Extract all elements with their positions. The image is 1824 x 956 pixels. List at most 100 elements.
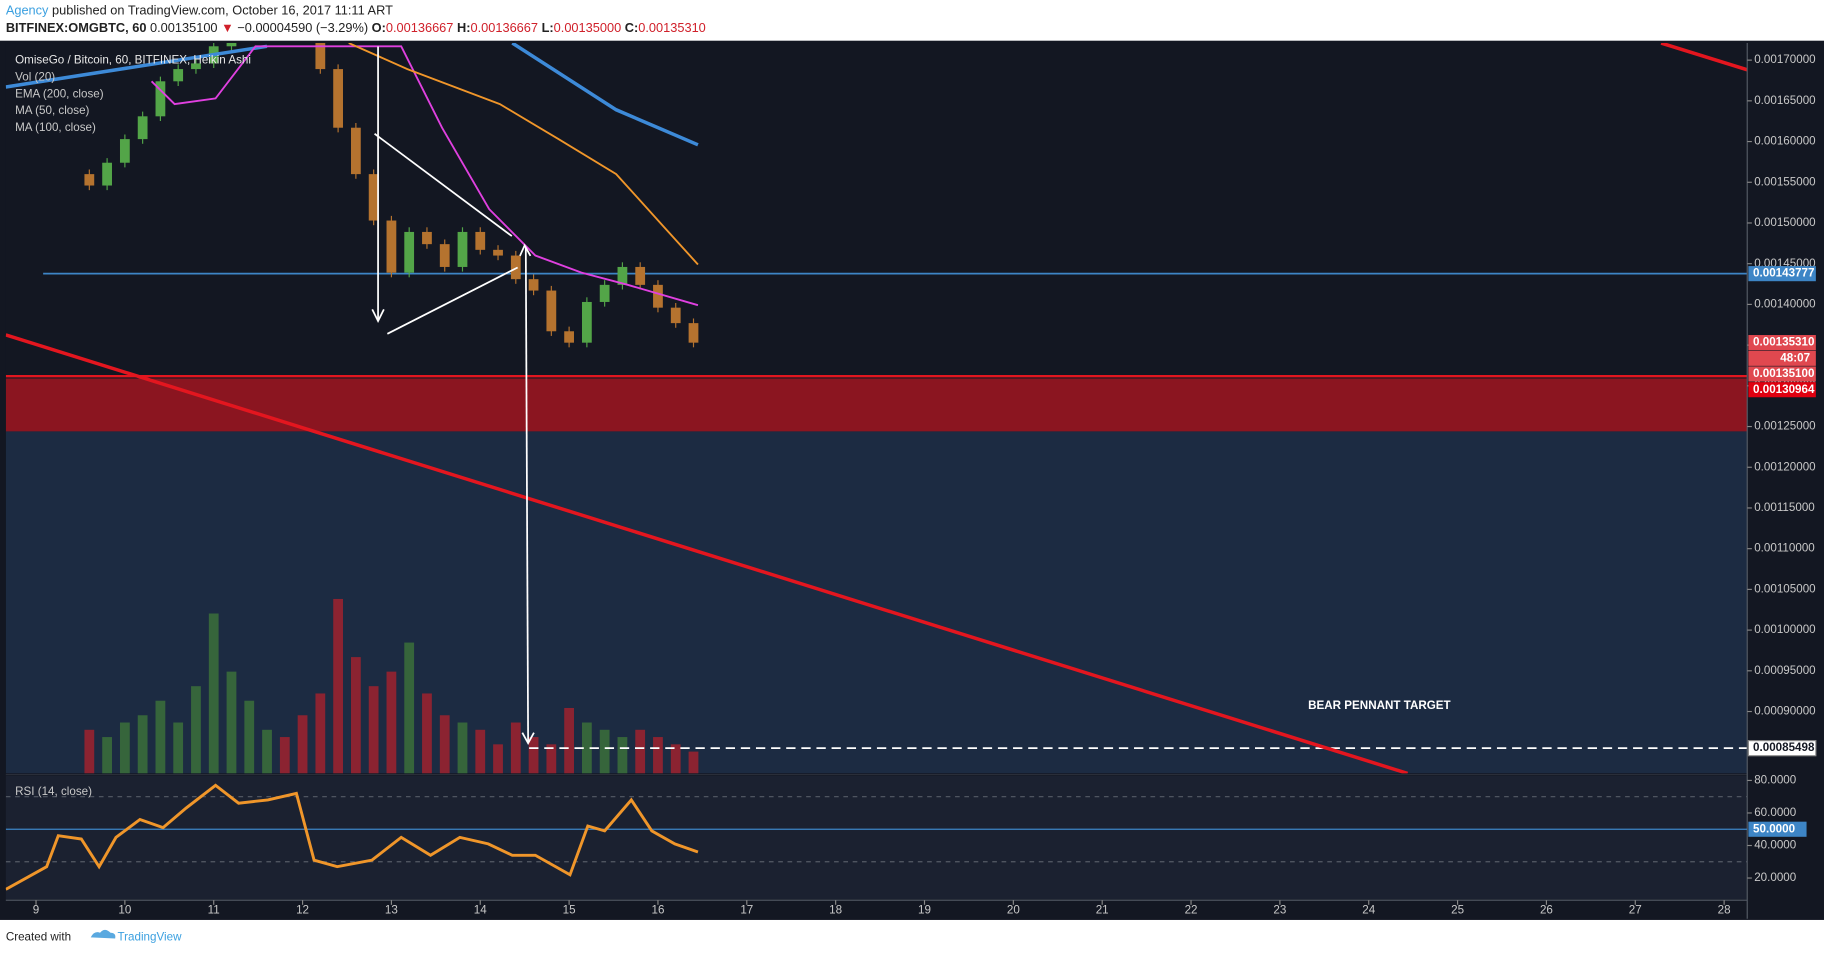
y-tick-label: 0.00090000 <box>1754 705 1816 718</box>
price-label: 0.00135100 <box>1753 367 1814 380</box>
price-label-box <box>1748 266 1816 282</box>
candle-body <box>599 284 610 302</box>
arrow-head <box>519 243 532 257</box>
volume-bar <box>102 737 112 774</box>
price-label: 0.00085498 <box>1753 741 1815 754</box>
volume-bar <box>510 722 521 774</box>
y-tick-label: 0.00160000 <box>1754 135 1816 148</box>
o-value: 0.00136667 <box>386 20 454 35</box>
candle-body <box>137 116 148 140</box>
midline-label-box <box>1748 821 1807 837</box>
y-tick-label: 0.00165000 <box>1754 94 1816 107</box>
candle-body <box>422 231 432 245</box>
candle-body <box>688 323 699 343</box>
candle-body <box>510 255 521 280</box>
volume-bar <box>386 671 397 774</box>
rsi-pane-background <box>5 775 1748 900</box>
x-tick-label: 15 <box>563 904 576 917</box>
trend-line <box>5 333 1409 774</box>
moving-average <box>150 45 699 307</box>
candle-body <box>173 69 184 82</box>
legend-entry: OmiseGo / Bitcoin, 60, BITFINEX, Heikin … <box>15 54 251 67</box>
volume-bar <box>297 715 308 774</box>
volume-bar <box>617 737 628 774</box>
tradingview-logo <box>90 929 116 939</box>
candle-body <box>475 231 486 250</box>
y-tick-label: 40.0000 <box>1754 839 1797 852</box>
price-label-box <box>1747 740 1817 757</box>
x-tick-label: 20 <box>1007 904 1020 917</box>
x-tick-label: 10 <box>118 904 131 917</box>
volume-bar <box>368 686 379 774</box>
trend-line <box>1660 43 1748 72</box>
y-tick-label: 0.00140000 <box>1754 297 1816 310</box>
volume-bar <box>688 751 699 774</box>
x-tick-label: 28 <box>1718 904 1731 917</box>
x-tick-label: 26 <box>1540 904 1553 917</box>
candle-body <box>386 220 397 273</box>
rsi-legend: RSI (14, close) <box>15 785 92 798</box>
candle-body <box>528 279 539 291</box>
volume-bar <box>208 613 219 774</box>
y-tick-label: 0.00115000 <box>1754 501 1815 514</box>
h-value: 0.00136667 <box>470 20 538 35</box>
moving-average <box>5 43 699 147</box>
y-tick-label: 0.00100000 <box>1754 623 1816 636</box>
change-arrow: ▼ <box>221 20 234 35</box>
y-tick-label: 80.0000 <box>1754 774 1797 787</box>
price-pane <box>5 43 1748 774</box>
candle-body <box>670 307 681 324</box>
volume-bar <box>422 693 432 774</box>
candle-body <box>119 139 130 163</box>
midline-label: 50.0000 <box>1753 822 1795 835</box>
volume-bar <box>653 737 663 774</box>
volume-bar <box>670 744 681 774</box>
volume-bar <box>315 693 326 774</box>
volume-bar <box>137 715 148 774</box>
header-line: Agency published on TradingView.com, Oct… <box>6 3 393 18</box>
price-label: 0.00143777 <box>1753 267 1814 280</box>
price-label-box <box>1748 350 1816 366</box>
price-label-box <box>1748 382 1816 398</box>
candle-body <box>102 162 112 186</box>
candle-body <box>457 231 468 267</box>
volume-bar <box>475 729 486 774</box>
symbol-line: BITFINEX:OMGBTC, 60 0.00135100 ▼ −0.0000… <box>6 20 706 35</box>
volume-bar <box>119 722 130 774</box>
volume-bar <box>404 642 415 774</box>
legend-entry: EMA (200, close) <box>15 87 104 100</box>
candle-body <box>635 266 646 285</box>
volume-bar <box>262 729 272 774</box>
o-label: O: <box>372 20 386 35</box>
l-label: L: <box>542 20 554 35</box>
volume-bar <box>279 737 290 774</box>
zone <box>5 431 1748 774</box>
candle-body <box>546 290 557 332</box>
footer-brand[interactable]: TradingView <box>117 930 182 943</box>
c-label: C: <box>625 20 639 35</box>
x-tick-label: 24 <box>1362 904 1375 917</box>
h-label: H: <box>457 20 471 35</box>
candle-body <box>564 331 574 343</box>
volume-bar <box>155 700 166 774</box>
published: published on TradingView.com, October 16… <box>52 3 393 18</box>
x-tick-label: 25 <box>1451 904 1464 917</box>
volume-bar <box>635 729 646 774</box>
author[interactable]: Agency <box>6 3 49 18</box>
candle-body <box>350 127 361 175</box>
candle-body <box>333 69 343 128</box>
volume-bar <box>333 598 343 774</box>
rsi-line <box>5 783 699 891</box>
pennant-line <box>386 266 519 335</box>
l-value: 0.00135000 <box>554 20 622 35</box>
volume-bar <box>226 671 237 774</box>
x-tick-label: 12 <box>296 904 309 917</box>
pennant-line <box>374 133 513 237</box>
volume-bar <box>439 715 450 774</box>
candle-body <box>493 249 503 256</box>
y-tick-label: 0.00110000 <box>1754 542 1815 555</box>
volume-bar <box>546 744 557 774</box>
annotation: BEAR PENNANT TARGET <box>1308 699 1451 712</box>
candle-body <box>404 231 415 273</box>
volume-bar <box>244 700 255 774</box>
